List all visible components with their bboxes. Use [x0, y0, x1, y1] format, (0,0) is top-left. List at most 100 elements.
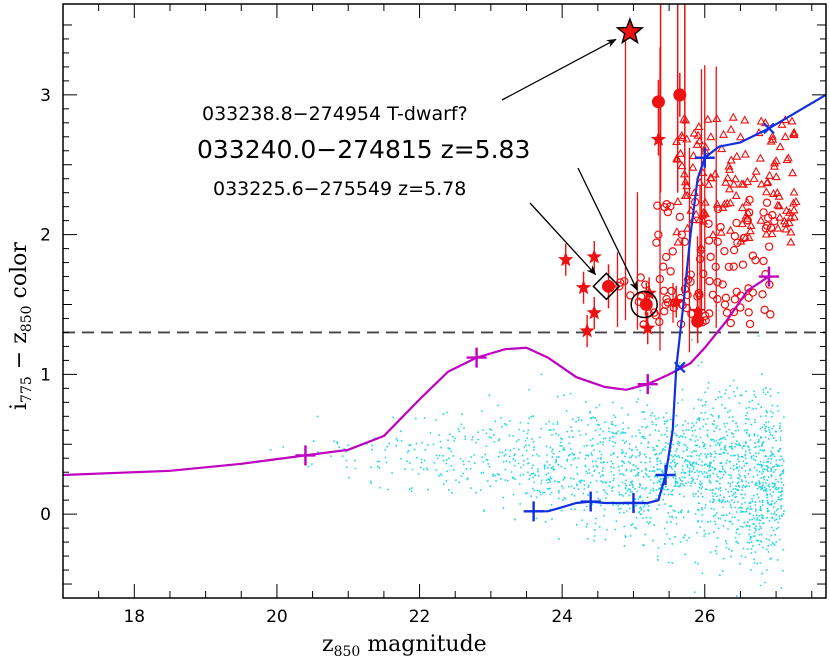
candidate-triangle: [786, 237, 796, 246]
blue_track-plus-marker: [523, 501, 544, 522]
candidate-triangle: [673, 196, 683, 205]
x-tick-label: 24: [551, 607, 573, 627]
annotation-label: 033240.0−274815 z=5.83: [197, 135, 530, 164]
model-tracks: [62, 93, 827, 522]
y-tick-label: 2: [40, 226, 51, 246]
highlight-markers: [558, 17, 706, 348]
candidate-triangle: [789, 205, 799, 214]
blue_track-plus-marker: [655, 465, 676, 486]
candidate-star: [640, 320, 656, 335]
candidate-circle: [655, 317, 664, 327]
candidate-triangle: [693, 130, 703, 139]
candidate-triangle: [672, 227, 682, 236]
candidate-triangle: [780, 132, 790, 141]
candidate-triangle: [704, 179, 714, 188]
candidate-circle: [705, 276, 714, 286]
candidate-triangle: [724, 184, 734, 193]
candidate-triangle: [756, 179, 767, 188]
candidate-circle: [713, 237, 722, 246]
magenta_track-plus-marker: [295, 445, 316, 466]
magenta_track-plus-marker: [758, 266, 779, 287]
candidate-triangle: [781, 224, 791, 233]
candidate-circle: [650, 308, 659, 317]
candidate-triangle: [742, 197, 752, 206]
blue_track-plus-marker: [580, 491, 601, 512]
blue_track-x-marker: [763, 122, 775, 135]
candidate-circle: [724, 262, 734, 272]
candidate-triangle: [763, 177, 773, 186]
candidate-star: [650, 131, 666, 146]
candidate-star: [575, 279, 592, 295]
candidate-circle: [729, 262, 738, 271]
candidate-circle: [760, 305, 769, 315]
candidate-triangle: [732, 151, 742, 160]
candidate-triangle: [672, 153, 682, 162]
y-tick-label: 3: [40, 86, 51, 106]
candidate-triangle: [708, 230, 718, 239]
candidate-triangle: [681, 115, 691, 124]
candidate-triangle: [675, 148, 686, 157]
candidate-triangle: [717, 144, 727, 153]
annotation-label: 033238.8−274954 T-dwarf?: [202, 103, 468, 125]
candidate-circle: [726, 318, 735, 328]
candidate-circle: [652, 238, 661, 247]
candidate-triangle: [755, 153, 765, 162]
candidate-triangle: [718, 129, 729, 138]
x-tick-label: 22: [409, 607, 431, 627]
candidate-triangle: [694, 121, 704, 130]
candidate-star: [579, 323, 595, 338]
candidate-triangle: [785, 213, 796, 222]
y-tick-label: 0: [40, 505, 51, 525]
candidate-circle: [615, 282, 624, 291]
candidate-circle: [663, 207, 673, 217]
candidate-triangle: [745, 226, 755, 235]
candidate-circle: [680, 237, 689, 247]
candidate-circle: [751, 255, 760, 265]
candidate-triangle: [775, 212, 785, 221]
candidate-circle: [713, 294, 722, 304]
candidate-circle: [694, 288, 704, 298]
magenta_track-line: [62, 275, 770, 477]
candidate-triangle: [729, 179, 739, 188]
candidate-triangle: [726, 155, 736, 164]
candidate-triangle: [706, 173, 716, 182]
candidate-circle: [705, 309, 714, 318]
candidate-triangle: [688, 151, 699, 160]
candidate-circle: [759, 208, 768, 217]
candidate-dot: [691, 314, 705, 328]
candidate-circle: [744, 293, 753, 302]
blue_track-plus-marker: [694, 147, 715, 168]
candidate-dot: [602, 279, 616, 293]
candidate-triangle: [761, 187, 771, 196]
candidate-triangle: [783, 153, 793, 162]
candidate-triangle: [730, 174, 740, 183]
candidate-triangle: [716, 227, 726, 236]
candidate-circle: [730, 295, 740, 304]
candidate-triangle: [740, 149, 750, 158]
candidate-triangle: [691, 209, 701, 218]
candidate-triangle: [741, 233, 751, 242]
x-tick-label: 26: [694, 607, 716, 627]
blue_track-plus-marker: [623, 492, 644, 513]
candidate-triangle: [677, 161, 687, 170]
x-tick-label: 18: [123, 607, 145, 627]
candidate-circle: [641, 280, 650, 289]
highlight-ring: [630, 290, 658, 319]
candidate-triangle: [761, 229, 771, 238]
candidate-circle: [748, 288, 758, 297]
candidate-triangle: [756, 215, 766, 224]
annotation-arrow: [501, 38, 617, 101]
magenta_track-plus-marker: [466, 347, 487, 368]
candidate-triangle: [742, 213, 752, 222]
candidate-circle: [748, 251, 758, 260]
candidate-circle: [713, 204, 723, 214]
candidate-triangle: [767, 131, 778, 140]
candidate-triangle: [740, 115, 750, 124]
candidate-circle: [732, 287, 741, 296]
candidate-triangle: [789, 127, 799, 136]
candidate-circle: [704, 236, 714, 245]
candidate-circle: [763, 221, 772, 230]
candidate-triangle: [703, 114, 713, 123]
annotation-arrow: [529, 202, 597, 276]
